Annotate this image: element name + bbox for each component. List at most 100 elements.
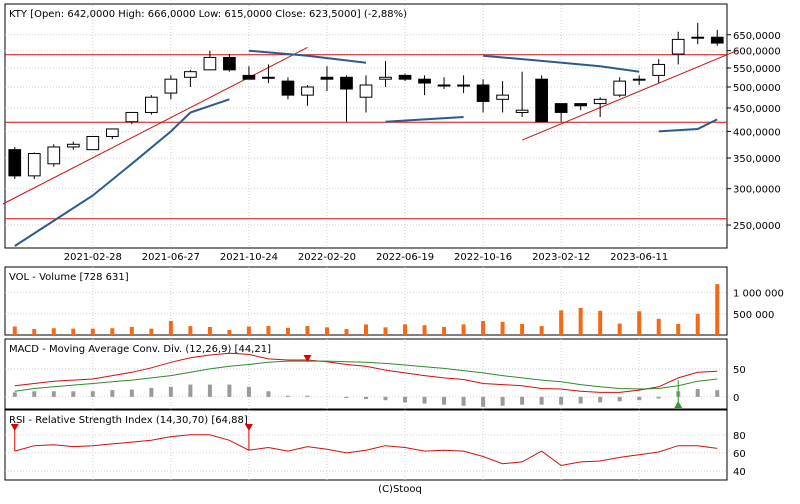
volume-bar	[422, 325, 427, 335]
volume-y-tick-label: 1 000 000	[733, 289, 784, 300]
x-tick-label: 2022-10-16	[454, 252, 512, 263]
macd-histogram-bar	[383, 396, 388, 401]
rsi-signal-marker	[244, 424, 253, 431]
macd-histogram-bar	[266, 391, 271, 397]
macd-histogram-bar	[129, 389, 134, 397]
x-tick-label: 2023-02-12	[532, 252, 590, 263]
macd-histogram-bar	[617, 396, 622, 402]
volume-bar	[559, 310, 564, 335]
volume-y-tick-label: 500 000	[733, 310, 774, 321]
macd-histogram-bar	[461, 396, 466, 406]
candle-body	[535, 78, 548, 123]
candle-body	[27, 153, 41, 177]
candle-body	[613, 80, 627, 96]
candle-body	[457, 84, 470, 87]
macd-histogram-bar	[559, 396, 564, 405]
macd-histogram-bar	[285, 395, 290, 397]
candle-body	[320, 76, 334, 80]
volume-bar	[246, 326, 251, 335]
price-panel	[4, 3, 728, 249]
x-tick-label: 2022-02-20	[298, 252, 356, 263]
volume-panel-title: VOL - Volume [728 631]	[9, 272, 129, 283]
candle-body	[125, 111, 139, 123]
volume-bar	[715, 284, 720, 335]
volume-bar	[676, 323, 681, 335]
macd-line	[14, 352, 718, 393]
macd-y-tick-label: 50	[733, 365, 746, 376]
candle-body	[515, 109, 529, 113]
candle-body	[418, 78, 431, 84]
volume-bar	[32, 329, 37, 335]
macd-histogram-bar	[578, 396, 583, 404]
candle-body	[710, 36, 724, 44]
candle-body	[379, 76, 392, 80]
volume-bar	[344, 329, 349, 335]
volume-bar	[266, 326, 271, 335]
macd-histogram-bar	[539, 396, 544, 405]
volume-bar	[129, 326, 134, 335]
volume-bar	[324, 327, 329, 335]
macd-histogram-bar	[207, 384, 212, 397]
price-y-tick-label: 400,0000	[733, 127, 781, 138]
candle-body	[8, 149, 22, 177]
footer-credit: (C)Stooq	[378, 484, 422, 495]
macd-histogram-bar	[364, 396, 368, 400]
candle-body	[554, 103, 568, 113]
volume-bar	[168, 321, 173, 335]
candle-body	[86, 135, 100, 151]
candle-body	[223, 56, 236, 71]
rsi-panel-title: RSI - Relative Strength Index (14,30,70)…	[9, 415, 248, 426]
price-y-tick-label: 650,0000	[733, 31, 781, 42]
candle-body	[496, 94, 509, 100]
macd-signal-line	[14, 360, 718, 392]
candle-body	[671, 38, 685, 55]
candle-body	[476, 84, 490, 102]
volume-bar	[110, 328, 115, 335]
macd-histogram-bar	[695, 389, 700, 397]
candle-body	[47, 146, 61, 165]
macd-histogram-bar	[637, 396, 642, 401]
candle-body	[652, 63, 666, 76]
rsi-y-tick-label: 80	[733, 431, 746, 442]
trend-line	[2, 46, 308, 205]
candle-body	[281, 80, 295, 96]
volume-bar	[578, 307, 583, 335]
candle-body	[105, 128, 119, 137]
macd-histogram-bar	[656, 396, 661, 399]
macd-histogram-bar	[598, 396, 603, 403]
volume-bar	[227, 329, 232, 335]
volume-bar	[364, 324, 368, 335]
price-y-tick-label: 600,0000	[733, 47, 781, 58]
moving-average-line	[248, 49, 367, 64]
macd-histogram-bar	[500, 396, 505, 406]
volume-bar	[305, 326, 310, 335]
volume-bar	[285, 327, 290, 335]
rsi-y-tick-label: 40	[733, 467, 746, 478]
macd-histogram-bar	[71, 391, 76, 397]
x-tick-label: 2022-06-19	[376, 252, 434, 263]
macd-histogram-bar	[305, 395, 310, 397]
candle-body	[203, 56, 217, 71]
price-y-tick-label: 450,0000	[733, 104, 781, 115]
candle-body	[144, 96, 158, 113]
volume-bar	[617, 323, 622, 335]
volume-bar	[539, 326, 544, 335]
volume-bar	[71, 328, 76, 335]
volume-bar	[481, 321, 486, 335]
x-tick-label: 2021-02-28	[64, 252, 122, 263]
macd-histogram-bar	[715, 390, 720, 397]
macd-histogram-bar	[403, 396, 408, 403]
volume-bar	[598, 310, 603, 335]
moving-average-line	[658, 118, 718, 133]
candle-body	[398, 74, 412, 80]
x-tick-label: 2021-06-27	[142, 252, 200, 263]
sell-signal-marker	[303, 355, 312, 362]
candle-body	[164, 78, 178, 94]
price-panel-title: KTY [Open: 642,0000 High: 666,0000 Low: …	[9, 9, 407, 20]
volume-bar	[637, 311, 642, 335]
macd-histogram-bar	[481, 396, 486, 407]
volume-panel	[4, 266, 728, 336]
volume-bar	[442, 326, 447, 335]
macd-histogram-bar	[90, 391, 95, 397]
candle-body	[340, 76, 353, 90]
